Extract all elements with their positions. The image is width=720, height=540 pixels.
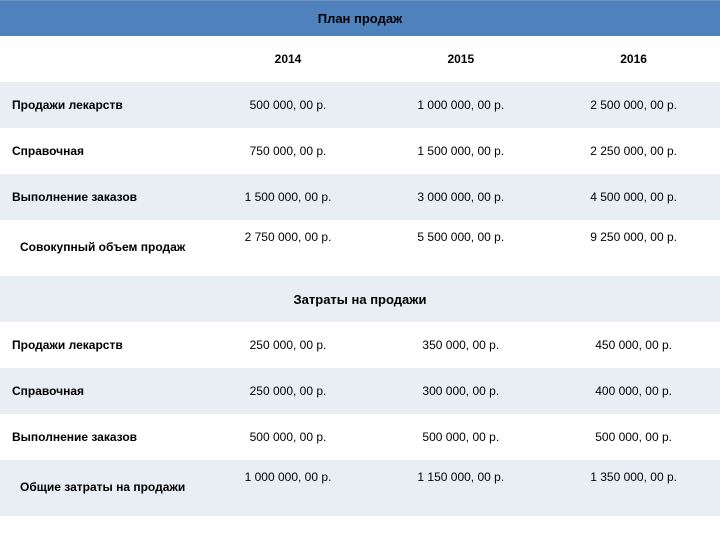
cell: 3 000 000, 00 р. <box>374 174 547 220</box>
cell: 1 000 000, 00 р. <box>374 82 547 128</box>
row-label-total: Общие затраты на продажи <box>0 460 202 516</box>
cell: 1 350 000, 00 р. <box>547 460 720 516</box>
cell: 1 000 000, 00 р. <box>202 460 375 516</box>
cell: 250 000, 00 р. <box>202 322 375 368</box>
cell: 9 250 000, 00 р. <box>547 220 720 276</box>
section-header-costs: Затраты на продажи <box>0 276 720 322</box>
cell: 2 750 000, 00 р. <box>202 220 375 276</box>
table-row: Справочная 250 000, 00 р. 300 000, 00 р.… <box>0 368 720 414</box>
table-row-total: Совокупный объем продаж 2 750 000, 00 р.… <box>0 220 720 276</box>
row-label-total: Совокупный объем продаж <box>0 220 202 276</box>
table-row: Выполнение заказов 500 000, 00 р. 500 00… <box>0 414 720 460</box>
cell: 500 000, 00 р. <box>202 414 375 460</box>
cell: 1 500 000, 00 р. <box>374 128 547 174</box>
table-row: Продажи лекарств 500 000, 00 р. 1 000 00… <box>0 82 720 128</box>
cell: 350 000, 00 р. <box>374 322 547 368</box>
col-2014: 2014 <box>202 36 375 82</box>
table-row-total: Общие затраты на продажи 1 000 000, 00 р… <box>0 460 720 516</box>
col-empty <box>0 36 202 82</box>
cell: 300 000, 00 р. <box>374 368 547 414</box>
cell: 500 000, 00 р. <box>374 414 547 460</box>
row-label: Справочная <box>0 128 202 174</box>
cell: 2 500 000, 00 р. <box>547 82 720 128</box>
cell: 750 000, 00 р. <box>202 128 375 174</box>
row-label: Продажи лекарств <box>0 322 202 368</box>
table-row: Продажи лекарств 250 000, 00 р. 350 000,… <box>0 322 720 368</box>
cell: 500 000, 00 р. <box>547 414 720 460</box>
sales-plan-table: План продаж 2014 2015 2016 Продажи лекар… <box>0 0 720 516</box>
cell: 5 500 000, 00 р. <box>374 220 547 276</box>
data-table: 2014 2015 2016 Продажи лекарств 500 000,… <box>0 36 720 516</box>
table-row: Справочная 750 000, 00 р. 1 500 000, 00 … <box>0 128 720 174</box>
cell: 4 500 000, 00 р. <box>547 174 720 220</box>
table-row: Выполнение заказов 1 500 000, 00 р. 3 00… <box>0 174 720 220</box>
cell: 500 000, 00 р. <box>202 82 375 128</box>
costs-title: Затраты на продажи <box>0 276 720 322</box>
row-label: Продажи лекарств <box>0 82 202 128</box>
column-header-row: 2014 2015 2016 <box>0 36 720 82</box>
cell: 400 000, 00 р. <box>547 368 720 414</box>
cell: 450 000, 00 р. <box>547 322 720 368</box>
col-2015: 2015 <box>374 36 547 82</box>
row-label: Выполнение заказов <box>0 174 202 220</box>
cell: 250 000, 00 р. <box>202 368 375 414</box>
cell: 1 150 000, 00 р. <box>374 460 547 516</box>
cell: 1 500 000, 00 р. <box>202 174 375 220</box>
row-label: Выполнение заказов <box>0 414 202 460</box>
row-label: Справочная <box>0 368 202 414</box>
col-2016: 2016 <box>547 36 720 82</box>
table-title: План продаж <box>0 0 720 36</box>
cell: 2 250 000, 00 р. <box>547 128 720 174</box>
